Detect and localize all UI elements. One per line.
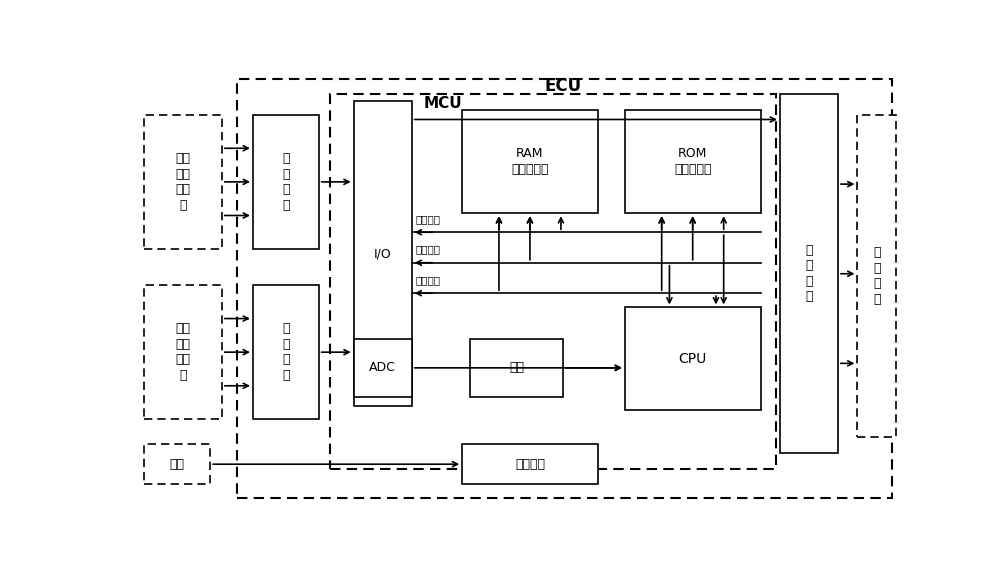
Text: MCU: MCU [423, 96, 462, 111]
Text: 地址总线: 地址总线 [416, 214, 441, 224]
Text: 时钟: 时钟 [509, 361, 524, 374]
Text: 控制总线: 控制总线 [416, 244, 441, 255]
Bar [625, 307, 761, 410]
Text: CPU: CPU [679, 352, 707, 366]
Text: 传感
器模
拟信
号: 传感 器模 拟信 号 [176, 322, 191, 382]
Text: 数据总线: 数据总线 [416, 275, 441, 285]
Bar [237, 79, 892, 498]
Bar [470, 339, 563, 397]
Bar [253, 285, 319, 420]
Text: ADC: ADC [369, 361, 396, 374]
Bar [144, 115, 222, 249]
Text: 传感
器数
字信
号: 传感 器数 字信 号 [176, 152, 191, 212]
Text: 执
行
控
制: 执 行 控 制 [873, 246, 881, 306]
Text: 输
入
电
路: 输 入 电 路 [282, 322, 290, 382]
Bar [625, 110, 761, 213]
Text: 输
出
电
路: 输 出 电 路 [805, 244, 813, 303]
Bar [253, 115, 319, 249]
Bar [857, 115, 896, 437]
Text: 电池: 电池 [170, 457, 185, 471]
Bar [780, 94, 838, 453]
Bar [144, 444, 210, 484]
Text: 电源电路: 电源电路 [515, 457, 545, 471]
Bar [354, 339, 412, 397]
Bar [330, 94, 776, 469]
Bar [144, 285, 222, 420]
Bar [462, 110, 598, 213]
Text: I/O: I/O [374, 247, 392, 260]
Text: ROM
程序存储器: ROM 程序存储器 [674, 147, 711, 176]
Bar [354, 101, 412, 406]
Text: 输
入
电
路: 输 入 电 路 [282, 152, 290, 212]
Bar [462, 444, 598, 484]
Text: RAM
数据存储器: RAM 数据存储器 [511, 147, 549, 176]
Text: ECU: ECU [544, 76, 581, 94]
